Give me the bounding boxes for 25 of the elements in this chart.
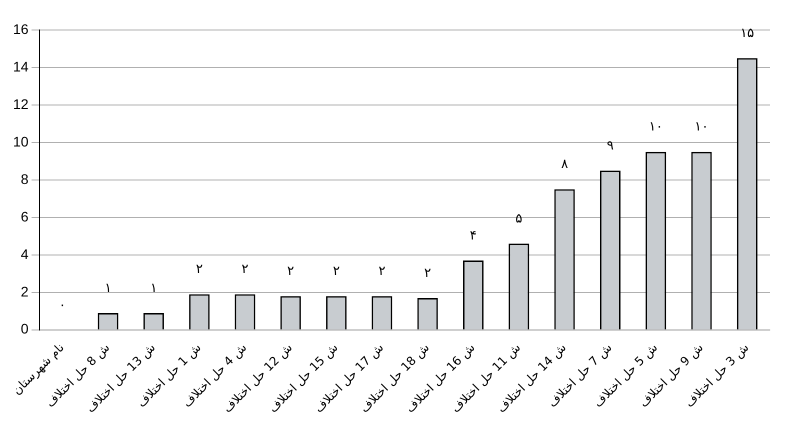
y-tick-label: 6 — [20, 208, 29, 224]
data-label: ۲ — [378, 264, 386, 280]
data-label: ۱۰ — [694, 120, 709, 135]
data-label: ۲ — [332, 264, 340, 280]
y-tick-label: 16 — [12, 20, 29, 37]
data-label: ۴ — [470, 228, 477, 244]
data-label: ۱ — [150, 280, 158, 296]
y-tick-label: 8 — [20, 170, 29, 187]
data-label: ۰ — [58, 298, 66, 313]
y-tick-label: 14 — [12, 58, 29, 74]
data-label: ۹ — [606, 138, 614, 154]
data-label: ۱۰ — [648, 120, 663, 135]
data-label: ۱۵ — [740, 26, 754, 41]
data-label: ۲ — [424, 266, 432, 281]
y-tick-label: 10 — [12, 133, 29, 150]
data-label: ۲ — [196, 262, 203, 278]
data-label: ۵ — [515, 212, 522, 227]
data-label: ۲ — [287, 264, 294, 280]
data-label: ۲ — [242, 262, 249, 278]
y-tick-label: 12 — [12, 96, 29, 112]
y-tick-label: 0 — [20, 320, 29, 337]
y-tick-label: 4 — [20, 246, 29, 262]
data-label: ۸ — [561, 157, 568, 172]
data-label: ۱ — [104, 280, 112, 296]
y-tick-label: 2 — [20, 283, 29, 300]
